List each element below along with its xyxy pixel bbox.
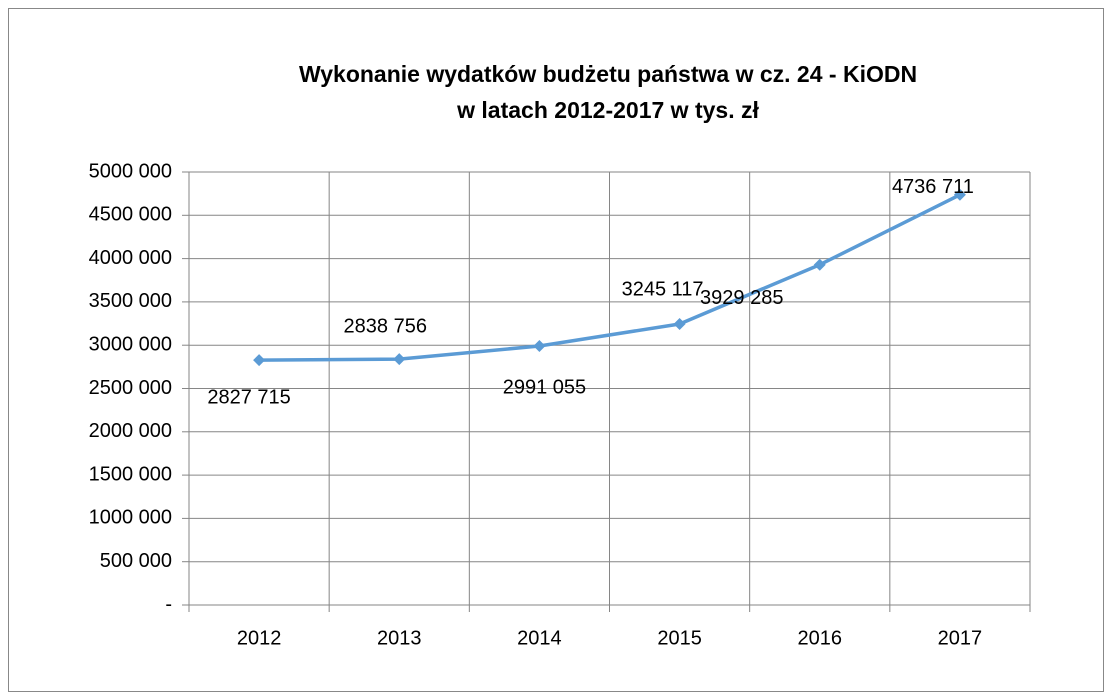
- data-point: [533, 339, 546, 352]
- y-tick-label: -: [165, 593, 172, 615]
- data-label: 4736 711: [892, 176, 974, 198]
- data-label: 2838 756: [344, 315, 427, 337]
- data-label: 2991 055: [503, 376, 586, 398]
- y-tick-label: 1000 000: [89, 507, 172, 529]
- chart-title: Wykonanie wydatków budżetu państwa w cz.…: [299, 61, 917, 87]
- data-point: [393, 353, 406, 366]
- x-tick-label: 2012: [237, 627, 282, 649]
- y-tick-label: 500 000: [100, 550, 172, 572]
- x-tick-label: 2013: [377, 627, 422, 649]
- data-point: [953, 188, 966, 201]
- y-tick-label: 3000 000: [89, 333, 172, 355]
- chart-title: w latach 2012-2017 w tys. zł: [456, 97, 759, 123]
- y-tick-label: 2000 000: [89, 420, 172, 442]
- data-label: 2827 715: [207, 386, 290, 408]
- y-tick-label: 4500 000: [89, 204, 172, 226]
- x-tick-label: 2016: [798, 627, 843, 649]
- y-tick-label: 4000 000: [89, 247, 172, 269]
- y-tick-label: 5000 000: [89, 160, 172, 182]
- data-label: 3929 285: [700, 287, 783, 309]
- data-point: [253, 354, 266, 367]
- y-tick-label: 3500 000: [89, 290, 172, 312]
- chart-border: [8, 8, 1104, 692]
- data-point: [673, 317, 686, 330]
- x-tick-label: 2015: [657, 627, 702, 649]
- series-line: [259, 193, 961, 362]
- x-tick-label: 2014: [517, 627, 562, 649]
- data-label: 3245 117: [622, 278, 704, 300]
- y-tick-label: 1500 000: [89, 463, 172, 485]
- data-point: [813, 258, 826, 271]
- y-tick-label: 2500 000: [89, 377, 172, 399]
- x-tick-label: 2017: [938, 627, 983, 649]
